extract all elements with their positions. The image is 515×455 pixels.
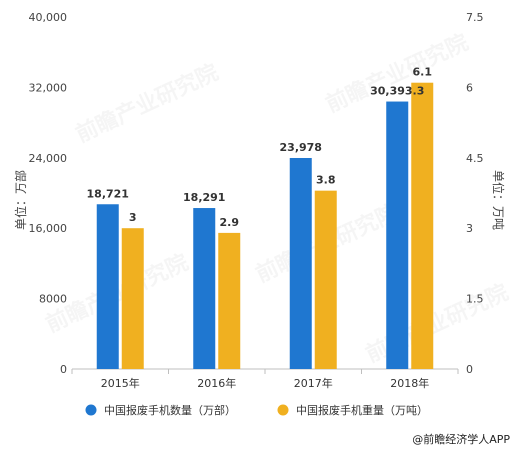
category-label: 2016年: [197, 376, 236, 390]
bar-count: [96, 204, 119, 369]
right-tick-label: 3: [466, 222, 473, 235]
data-label: 18,721: [87, 187, 129, 200]
data-label: 30,393.3: [370, 85, 424, 98]
category-label: 2017年: [294, 376, 333, 390]
right-axis-title: 单位：万吨: [491, 170, 506, 230]
bar-weight: [411, 82, 434, 369]
right-tick-label: 6: [466, 81, 473, 94]
bar-count: [386, 101, 409, 369]
left-tick-label: 16,000: [29, 222, 68, 235]
watermark-text: 前瞻产业研究院: [72, 59, 223, 148]
data-label: 6.1: [413, 66, 433, 79]
bars: [96, 82, 434, 369]
data-label: 18,291: [183, 191, 225, 204]
bar-weight: [314, 190, 337, 369]
bar-count: [193, 208, 216, 369]
legend-label-weight: 中国报废手机重量（万吨）: [296, 403, 428, 417]
right-tick-label: 0: [466, 363, 473, 376]
bar-weight: [121, 228, 144, 369]
data-label: 2.9: [220, 216, 240, 229]
source-credit: @前瞻经济学人APP: [412, 432, 510, 446]
data-label: 3.8: [316, 174, 336, 187]
legend-swatch-count: [85, 404, 97, 416]
axes: 0 0 8000 1.5 16,000 3 24,000 4.5 32,000 6 40,000 7.…: [29, 11, 484, 390]
left-tick-label: 32,000: [29, 81, 68, 94]
bar-count: [289, 157, 312, 369]
legend-swatch-weight: [277, 404, 289, 416]
bar-weight: [218, 232, 241, 369]
right-tick-label: 7.5: [466, 11, 484, 24]
right-tick-label: 4.5: [466, 152, 484, 165]
data-label: 3: [129, 211, 137, 224]
left-axis-title: 单位：万部: [13, 170, 28, 230]
left-tick-label: 0: [60, 363, 67, 376]
watermark-text: 前瞻产业研究院: [362, 279, 513, 368]
right-tick-label: 1.5: [466, 293, 484, 306]
left-tick-label: 40,000: [29, 11, 68, 24]
left-tick-label: 24,000: [29, 152, 68, 165]
category-label: 2018年: [390, 376, 429, 390]
category-label: 2015年: [101, 376, 140, 390]
legend-label-count: 中国报废手机数量（万部）: [104, 403, 236, 417]
left-tick-label: 8000: [39, 293, 67, 306]
data-label: 23,978: [280, 141, 322, 154]
legend: 中国报废手机数量（万部） 中国报废手机重量（万吨）: [85, 403, 428, 417]
